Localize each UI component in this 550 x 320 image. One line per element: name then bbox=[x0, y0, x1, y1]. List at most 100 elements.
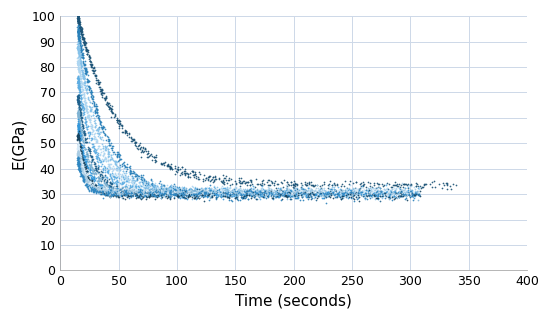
Point bbox=[139, 146, 148, 151]
Point bbox=[73, 45, 81, 50]
Point bbox=[287, 188, 295, 193]
Point bbox=[84, 124, 92, 129]
Point bbox=[78, 51, 86, 56]
Point bbox=[155, 188, 163, 193]
Point bbox=[317, 190, 326, 196]
Point bbox=[346, 189, 355, 194]
Point bbox=[98, 185, 107, 190]
Point bbox=[320, 190, 328, 196]
Point bbox=[396, 191, 405, 196]
Point bbox=[131, 172, 140, 177]
Point bbox=[112, 177, 121, 182]
Point bbox=[94, 185, 102, 190]
Point bbox=[146, 190, 155, 195]
Point bbox=[257, 184, 266, 189]
Point bbox=[360, 191, 368, 196]
Point bbox=[75, 143, 84, 148]
Point bbox=[233, 190, 242, 196]
Point bbox=[74, 159, 83, 164]
Point bbox=[207, 193, 216, 198]
Point bbox=[75, 119, 84, 124]
Point bbox=[139, 180, 147, 186]
Point bbox=[76, 142, 85, 147]
Point bbox=[321, 188, 329, 193]
Point bbox=[190, 191, 199, 196]
Point bbox=[290, 190, 299, 195]
Point bbox=[240, 191, 249, 196]
Point bbox=[349, 188, 358, 193]
Point bbox=[110, 176, 119, 181]
Point bbox=[279, 188, 288, 193]
Point bbox=[91, 68, 100, 73]
Point bbox=[366, 190, 375, 195]
Point bbox=[122, 188, 131, 194]
Point bbox=[74, 62, 82, 68]
Point bbox=[113, 181, 122, 187]
Point bbox=[230, 184, 239, 189]
Point bbox=[153, 185, 162, 190]
Point bbox=[326, 189, 335, 195]
Point bbox=[372, 191, 381, 196]
Point bbox=[320, 192, 329, 197]
Point bbox=[228, 189, 236, 194]
Point bbox=[166, 191, 175, 196]
Point bbox=[75, 21, 84, 27]
Point bbox=[124, 188, 133, 193]
Point bbox=[183, 191, 192, 196]
Point bbox=[109, 180, 118, 186]
Point bbox=[87, 154, 96, 159]
Point bbox=[350, 193, 359, 198]
Point bbox=[74, 145, 82, 150]
Point bbox=[297, 186, 306, 191]
Point bbox=[79, 51, 87, 56]
Point bbox=[255, 196, 264, 201]
Point bbox=[75, 130, 84, 135]
Point bbox=[336, 189, 344, 195]
Point bbox=[181, 188, 190, 193]
Point bbox=[92, 109, 101, 114]
Point bbox=[97, 126, 106, 131]
Point bbox=[214, 189, 223, 195]
Point bbox=[87, 94, 96, 100]
Point bbox=[76, 105, 85, 110]
Point bbox=[245, 193, 254, 198]
Point bbox=[140, 190, 149, 195]
Point bbox=[74, 38, 82, 43]
Point bbox=[82, 181, 91, 186]
Point bbox=[74, 67, 83, 72]
Point bbox=[103, 187, 112, 192]
Point bbox=[244, 188, 253, 193]
Point bbox=[77, 27, 86, 32]
Point bbox=[304, 193, 313, 198]
Point bbox=[150, 185, 159, 190]
Point bbox=[80, 167, 89, 172]
Point bbox=[76, 88, 85, 93]
Point bbox=[123, 177, 132, 182]
Point bbox=[76, 134, 85, 140]
Point bbox=[96, 123, 105, 128]
Point bbox=[77, 77, 86, 82]
Point bbox=[74, 79, 82, 84]
Point bbox=[155, 188, 163, 194]
Point bbox=[166, 193, 175, 198]
Point bbox=[101, 192, 109, 197]
Point bbox=[194, 189, 202, 194]
Point bbox=[157, 190, 166, 195]
Point bbox=[139, 181, 147, 186]
Point bbox=[356, 186, 365, 191]
Point bbox=[146, 189, 155, 195]
Point bbox=[170, 186, 179, 191]
Point bbox=[76, 43, 85, 48]
Point bbox=[224, 193, 233, 198]
Point bbox=[364, 192, 372, 197]
Point bbox=[155, 191, 163, 196]
Point bbox=[205, 197, 213, 203]
Point bbox=[150, 184, 159, 189]
Point bbox=[168, 190, 177, 195]
Point bbox=[130, 192, 139, 197]
Point bbox=[125, 182, 134, 188]
Point bbox=[344, 187, 353, 192]
Point bbox=[91, 77, 100, 83]
Point bbox=[387, 194, 396, 199]
Point bbox=[114, 174, 123, 179]
